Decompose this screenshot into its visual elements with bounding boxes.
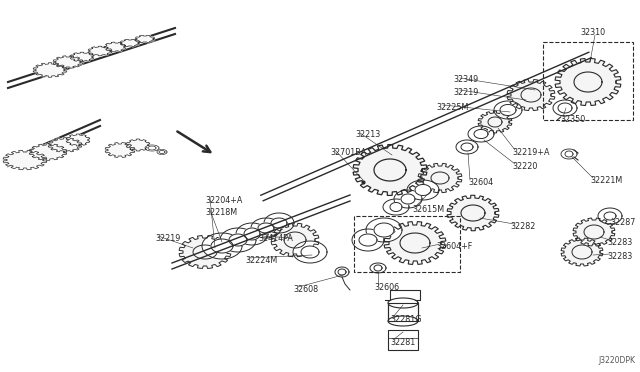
Text: 32701BA: 32701BA <box>330 148 366 157</box>
Polygon shape <box>157 150 167 154</box>
Polygon shape <box>384 222 446 264</box>
Polygon shape <box>159 151 165 154</box>
Polygon shape <box>507 80 555 110</box>
Text: 32608: 32608 <box>293 285 318 294</box>
Text: 32349: 32349 <box>453 75 478 84</box>
Polygon shape <box>236 223 268 245</box>
Polygon shape <box>104 42 125 52</box>
Polygon shape <box>293 241 327 263</box>
Text: J3220DPK: J3220DPK <box>598 356 635 365</box>
Text: 32204+A: 32204+A <box>205 196 243 205</box>
Polygon shape <box>374 223 394 237</box>
Polygon shape <box>553 100 577 116</box>
Polygon shape <box>598 208 622 224</box>
Polygon shape <box>88 46 112 56</box>
Bar <box>388 330 418 350</box>
Polygon shape <box>401 194 415 204</box>
Polygon shape <box>353 145 427 195</box>
Polygon shape <box>418 163 462 193</box>
Polygon shape <box>105 142 135 157</box>
Text: 32283: 32283 <box>607 238 632 247</box>
Polygon shape <box>244 228 260 240</box>
Polygon shape <box>3 150 47 170</box>
Polygon shape <box>383 199 409 215</box>
Polygon shape <box>70 52 94 62</box>
Polygon shape <box>179 235 231 269</box>
Text: 32213: 32213 <box>355 130 380 139</box>
Text: 32606: 32606 <box>374 283 399 292</box>
Polygon shape <box>558 103 572 113</box>
Polygon shape <box>301 246 319 258</box>
Polygon shape <box>561 149 577 159</box>
Text: 32310: 32310 <box>580 28 605 37</box>
Text: 32604+F: 32604+F <box>436 242 472 251</box>
Text: 32218M: 32218M <box>205 208 237 217</box>
Text: 32224M: 32224M <box>245 256 277 265</box>
Polygon shape <box>394 190 422 208</box>
Text: 32225M: 32225M <box>436 103 468 112</box>
Polygon shape <box>264 213 294 233</box>
Polygon shape <box>53 56 83 68</box>
Polygon shape <box>359 234 377 246</box>
Text: 32219+A: 32219+A <box>512 148 550 157</box>
Polygon shape <box>565 151 573 157</box>
Text: 32615M: 32615M <box>412 205 444 214</box>
Polygon shape <box>478 111 512 133</box>
Polygon shape <box>573 218 615 246</box>
Polygon shape <box>338 269 346 275</box>
Text: 32281: 32281 <box>390 338 415 347</box>
Polygon shape <box>456 140 478 154</box>
Polygon shape <box>145 145 159 151</box>
Text: 32221M: 32221M <box>590 176 622 185</box>
Polygon shape <box>366 218 402 242</box>
Polygon shape <box>211 239 233 253</box>
Polygon shape <box>29 144 67 160</box>
Polygon shape <box>447 195 499 231</box>
Text: 32604: 32604 <box>468 178 493 187</box>
Polygon shape <box>415 185 431 196</box>
Polygon shape <box>388 316 418 326</box>
Polygon shape <box>271 223 319 257</box>
Polygon shape <box>555 58 621 106</box>
Polygon shape <box>468 126 494 142</box>
Polygon shape <box>374 265 382 271</box>
Text: 32220: 32220 <box>512 162 538 171</box>
Polygon shape <box>48 138 82 152</box>
Polygon shape <box>229 234 247 246</box>
Polygon shape <box>461 143 473 151</box>
Text: 32350: 32350 <box>560 115 585 124</box>
Text: 32283: 32283 <box>607 252 632 261</box>
Polygon shape <box>388 298 418 308</box>
Text: 32219: 32219 <box>453 88 478 97</box>
Polygon shape <box>500 105 516 115</box>
Text: 32281G: 32281G <box>390 315 422 324</box>
Polygon shape <box>271 218 287 228</box>
Text: 32414PA: 32414PA <box>258 234 293 243</box>
Polygon shape <box>258 223 274 233</box>
Polygon shape <box>352 229 384 251</box>
Polygon shape <box>390 202 402 212</box>
Text: 32287: 32287 <box>610 218 636 227</box>
Polygon shape <box>120 39 140 46</box>
Polygon shape <box>251 218 281 238</box>
Polygon shape <box>66 134 90 146</box>
Polygon shape <box>604 212 616 220</box>
Polygon shape <box>33 63 67 77</box>
Polygon shape <box>474 129 488 138</box>
Polygon shape <box>202 233 242 259</box>
Polygon shape <box>220 228 256 252</box>
Polygon shape <box>561 238 603 266</box>
Polygon shape <box>148 146 156 150</box>
Polygon shape <box>135 35 155 43</box>
Polygon shape <box>407 180 439 200</box>
Polygon shape <box>126 139 150 151</box>
Polygon shape <box>335 267 349 277</box>
Text: 32219: 32219 <box>155 234 180 243</box>
Polygon shape <box>494 101 522 119</box>
Polygon shape <box>370 263 386 273</box>
Text: 32282: 32282 <box>510 222 536 231</box>
